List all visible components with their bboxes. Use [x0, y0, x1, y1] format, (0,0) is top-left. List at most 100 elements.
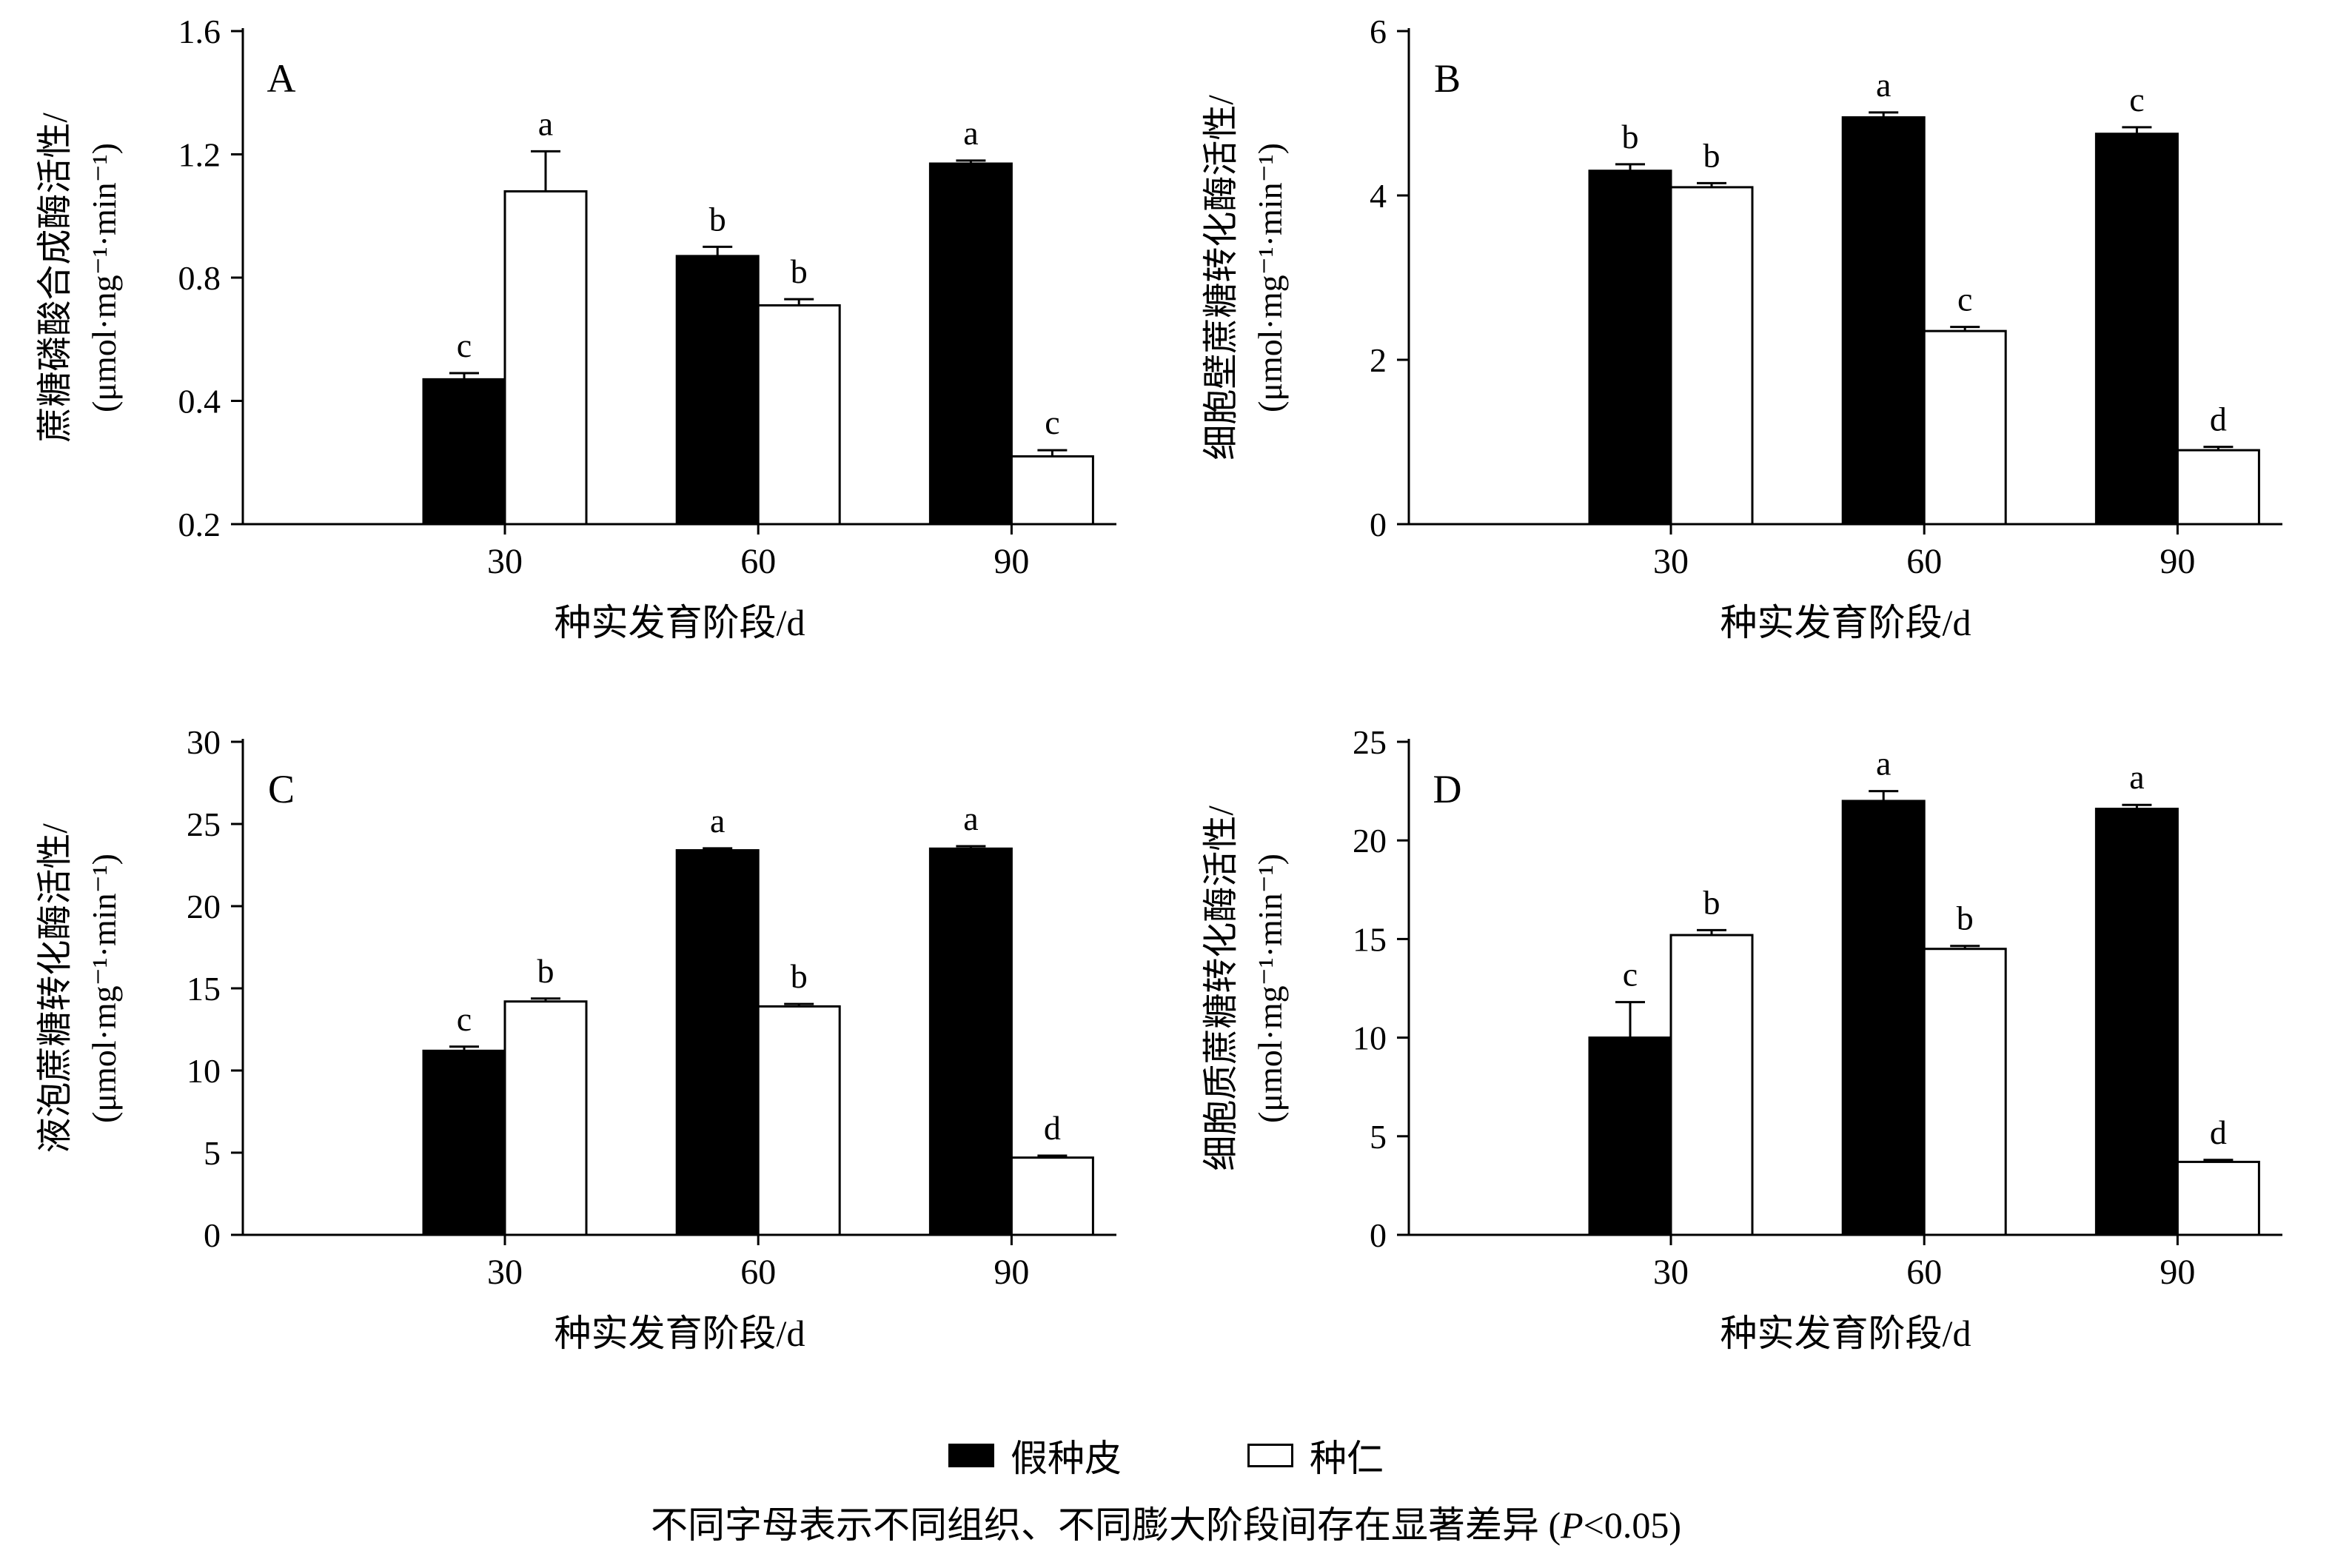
y-axis-title-line1: 液泡蔗糖转化酶活性/ [36, 823, 75, 1153]
y-tick-label: 5 [1370, 1118, 1387, 1156]
y-tick-label: 10 [187, 1052, 221, 1090]
legend-swatch-outlined [1247, 1444, 1293, 1467]
y-tick-label: 15 [1353, 920, 1387, 958]
x-tick-label: 30 [1653, 542, 1689, 581]
bar-kernel [2176, 449, 2260, 526]
x-tick-label: 60 [740, 542, 776, 581]
x-tick-label: 60 [740, 1253, 776, 1292]
sig-letter: b [1956, 899, 1973, 937]
sig-letter: d [1043, 1109, 1060, 1147]
bar-aril [1841, 116, 1926, 526]
y-tick-label: 2 [1370, 341, 1387, 379]
legend-label-kernel: 种仁 [1310, 1438, 1384, 1479]
y-tick-label: 4 [1370, 177, 1387, 215]
bar-aril [1588, 1036, 1672, 1236]
x-tick-label: 90 [2160, 542, 2195, 581]
sig-letter: b [1703, 136, 1720, 174]
sig-letter: a [537, 104, 552, 142]
sig-letter: a [963, 114, 978, 152]
panel-b: 0 2 4 6 细胞壁蔗糖转化酶活性/ (μmol·mg⁻¹·min⁻¹) 30 b b 60 a c… [1166, 6, 2332, 717]
footnote-suffix: <0.05) [1583, 1504, 1682, 1546]
legend-item-aril: 假种皮 [948, 1429, 1122, 1482]
chart-svg-d: 0 5 10 15 20 25 细胞质蔗糖转化酶活性/ (μmol·mg⁻¹·min⁻¹) 30… [1202, 723, 2282, 1354]
y-tick-label: 6 [1370, 13, 1387, 50]
sig-letter: b [1621, 118, 1638, 155]
legend-swatch-filled [948, 1444, 994, 1467]
sig-letter: b [790, 252, 807, 290]
y-tick-label: 1.6 [178, 13, 221, 50]
panel-letter: A [267, 56, 295, 101]
sig-letter: b [708, 200, 726, 238]
sig-letter: c [456, 326, 471, 364]
sig-letter: a [1875, 66, 1890, 104]
sig-letter: c [2129, 81, 2144, 118]
legend-label-aril: 假种皮 [1011, 1438, 1122, 1479]
y-tick-label: 0 [1370, 1216, 1387, 1254]
bar-kernel [1669, 186, 1753, 526]
bar-aril [422, 1049, 506, 1236]
y-tick-label: 30 [187, 723, 221, 761]
x-axis-title: 种实发育阶段/d [554, 1313, 805, 1354]
y-tick-label: 0 [1370, 506, 1387, 543]
panel-letter: C [267, 767, 294, 811]
x-tick-label: 90 [994, 542, 1029, 581]
x-axis-title: 种实发育阶段/d [1720, 1313, 1971, 1354]
x-tick-label: 60 [1906, 1253, 1942, 1292]
bar-kernel [757, 304, 841, 526]
bar-kernel [1010, 455, 1094, 526]
y-tick-label: 0.2 [178, 506, 221, 543]
sig-letter: a [963, 800, 978, 837]
bar-aril [1588, 170, 1672, 526]
sig-letter: c [1622, 956, 1637, 994]
y-tick-label: 0 [204, 1216, 221, 1254]
y-tick-label: 10 [1353, 1019, 1387, 1057]
legend: 假种皮 种仁 [0, 1429, 2332, 1482]
x-tick-label: 90 [2160, 1253, 2195, 1292]
y-tick-label: 5 [204, 1134, 221, 1172]
legend-item-kernel: 种仁 [1247, 1429, 1384, 1482]
bar-kernel [757, 1005, 841, 1236]
x-tick-label: 30 [487, 1253, 523, 1292]
sig-letter: c [456, 1000, 471, 1038]
chart-svg-a: 0.2 0.4 0.8 1.2 1.6 蔗糖磷酸合成酶活性/ (μmol·mg⁻¹·min⁻… [36, 13, 1116, 643]
panel-grid: 0.2 0.4 0.8 1.2 1.6 蔗糖磷酸合成酶活性/ (μmol·mg⁻¹·min⁻… [0, 6, 2332, 1427]
bar-aril [1841, 800, 1926, 1236]
panel-letter: D [1433, 767, 1461, 811]
y-axis-title-line2: (μmol·mg⁻¹·min⁻¹) [1251, 854, 1289, 1123]
y-axis-title-line1: 细胞壁蔗糖转化酶活性/ [1202, 95, 1241, 460]
y-tick-label: 20 [187, 888, 221, 925]
bar-aril [2094, 133, 2179, 526]
x-tick-label: 30 [1653, 1253, 1689, 1292]
bar-aril [2094, 808, 2179, 1236]
x-axis-title: 种实发育阶段/d [1720, 602, 1971, 643]
sig-letter: a [1875, 745, 1890, 783]
bar-aril [675, 849, 760, 1236]
y-tick-label: 1.2 [178, 136, 221, 174]
sig-letter: c [1045, 403, 1059, 441]
bar-kernel [1923, 948, 2007, 1236]
sig-letter: a [709, 802, 724, 840]
x-axis-title: 种实发育阶段/d [554, 602, 805, 643]
panel-a: 0.2 0.4 0.8 1.2 1.6 蔗糖磷酸合成酶活性/ (μmol·mg⁻¹·min⁻… [0, 6, 1166, 717]
y-axis-title-line1: 蔗糖磷酸合成酶活性/ [36, 113, 75, 443]
y-axis-title-line2: (μmol·mg⁻¹·min⁻¹) [85, 143, 123, 412]
footnote-prefix: 不同字母表示不同组织、不同膨大阶段间存在显著差异 ( [650, 1504, 1561, 1546]
sig-letter: d [2209, 401, 2226, 438]
x-tick-label: 30 [487, 542, 523, 581]
y-tick-label: 20 [1353, 822, 1387, 860]
y-tick-label: 15 [187, 970, 221, 1008]
x-tick-label: 90 [994, 1253, 1029, 1292]
bar-kernel [2176, 1160, 2260, 1236]
bar-aril [928, 847, 1013, 1236]
y-tick-label: 25 [187, 805, 221, 843]
panel-c: 0 5 10 15 20 25 30 液泡蔗糖转化酶活性/ (μmol·mg⁻¹·min⁻¹) 3… [0, 717, 1166, 1427]
sig-letter: c [1957, 281, 1971, 318]
y-axis-title-line2: (μmol·mg⁻¹·min⁻¹) [85, 854, 123, 1123]
sig-letter: d [2209, 1113, 2226, 1151]
y-axis-title-line1: 细胞质蔗糖转化酶活性/ [1202, 805, 1241, 1171]
footnote-italic-p: P [1561, 1504, 1584, 1546]
bar-kernel [503, 1000, 587, 1236]
bar-kernel [1669, 934, 1753, 1236]
y-tick-label: 0.4 [178, 383, 221, 421]
panel-letter: B [1433, 56, 1460, 101]
